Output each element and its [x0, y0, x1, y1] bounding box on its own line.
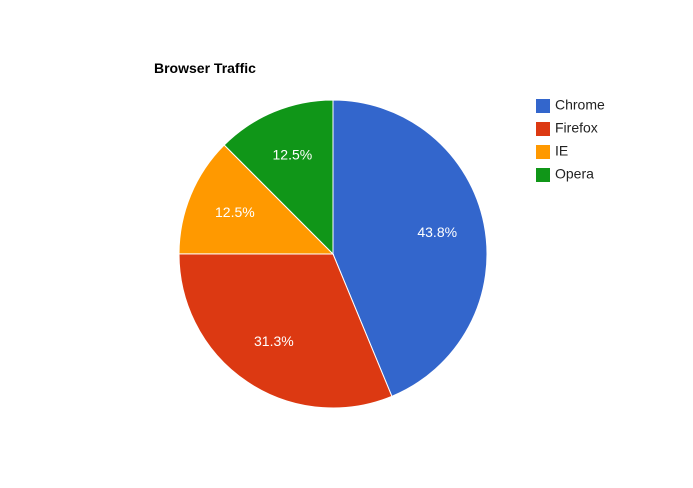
slice-label-firefox: 31.3%: [254, 333, 294, 349]
slice-label-ie: 12.5%: [215, 204, 255, 220]
slice-label-opera: 12.5%: [273, 147, 313, 163]
legend-label-ie: IE: [555, 143, 568, 159]
chart-title: Browser Traffic: [154, 60, 256, 76]
legend-label-opera: Opera: [555, 166, 594, 182]
pie-slices: [178, 99, 488, 409]
legend-swatch-firefox: [536, 122, 550, 136]
legend-swatch-opera: [536, 168, 550, 182]
legend-label-chrome: Chrome: [555, 97, 605, 113]
slice-label-chrome: 43.8%: [417, 224, 457, 240]
legend: Chrome Firefox IE Opera: [536, 97, 605, 182]
legend-label-firefox: Firefox: [555, 120, 598, 136]
legend-swatch-chrome: [536, 99, 550, 113]
pie-slice-chrome[interactable]: [332, 99, 488, 397]
pie-slice-ie[interactable]: [178, 144, 335, 255]
pie-slice-firefox[interactable]: [178, 253, 393, 409]
pie-slice-opera[interactable]: [223, 99, 334, 256]
pie-slice-labels: 43.8% 31.3% 12.5% 12.5%: [215, 147, 457, 349]
legend-swatch-ie: [536, 145, 550, 159]
